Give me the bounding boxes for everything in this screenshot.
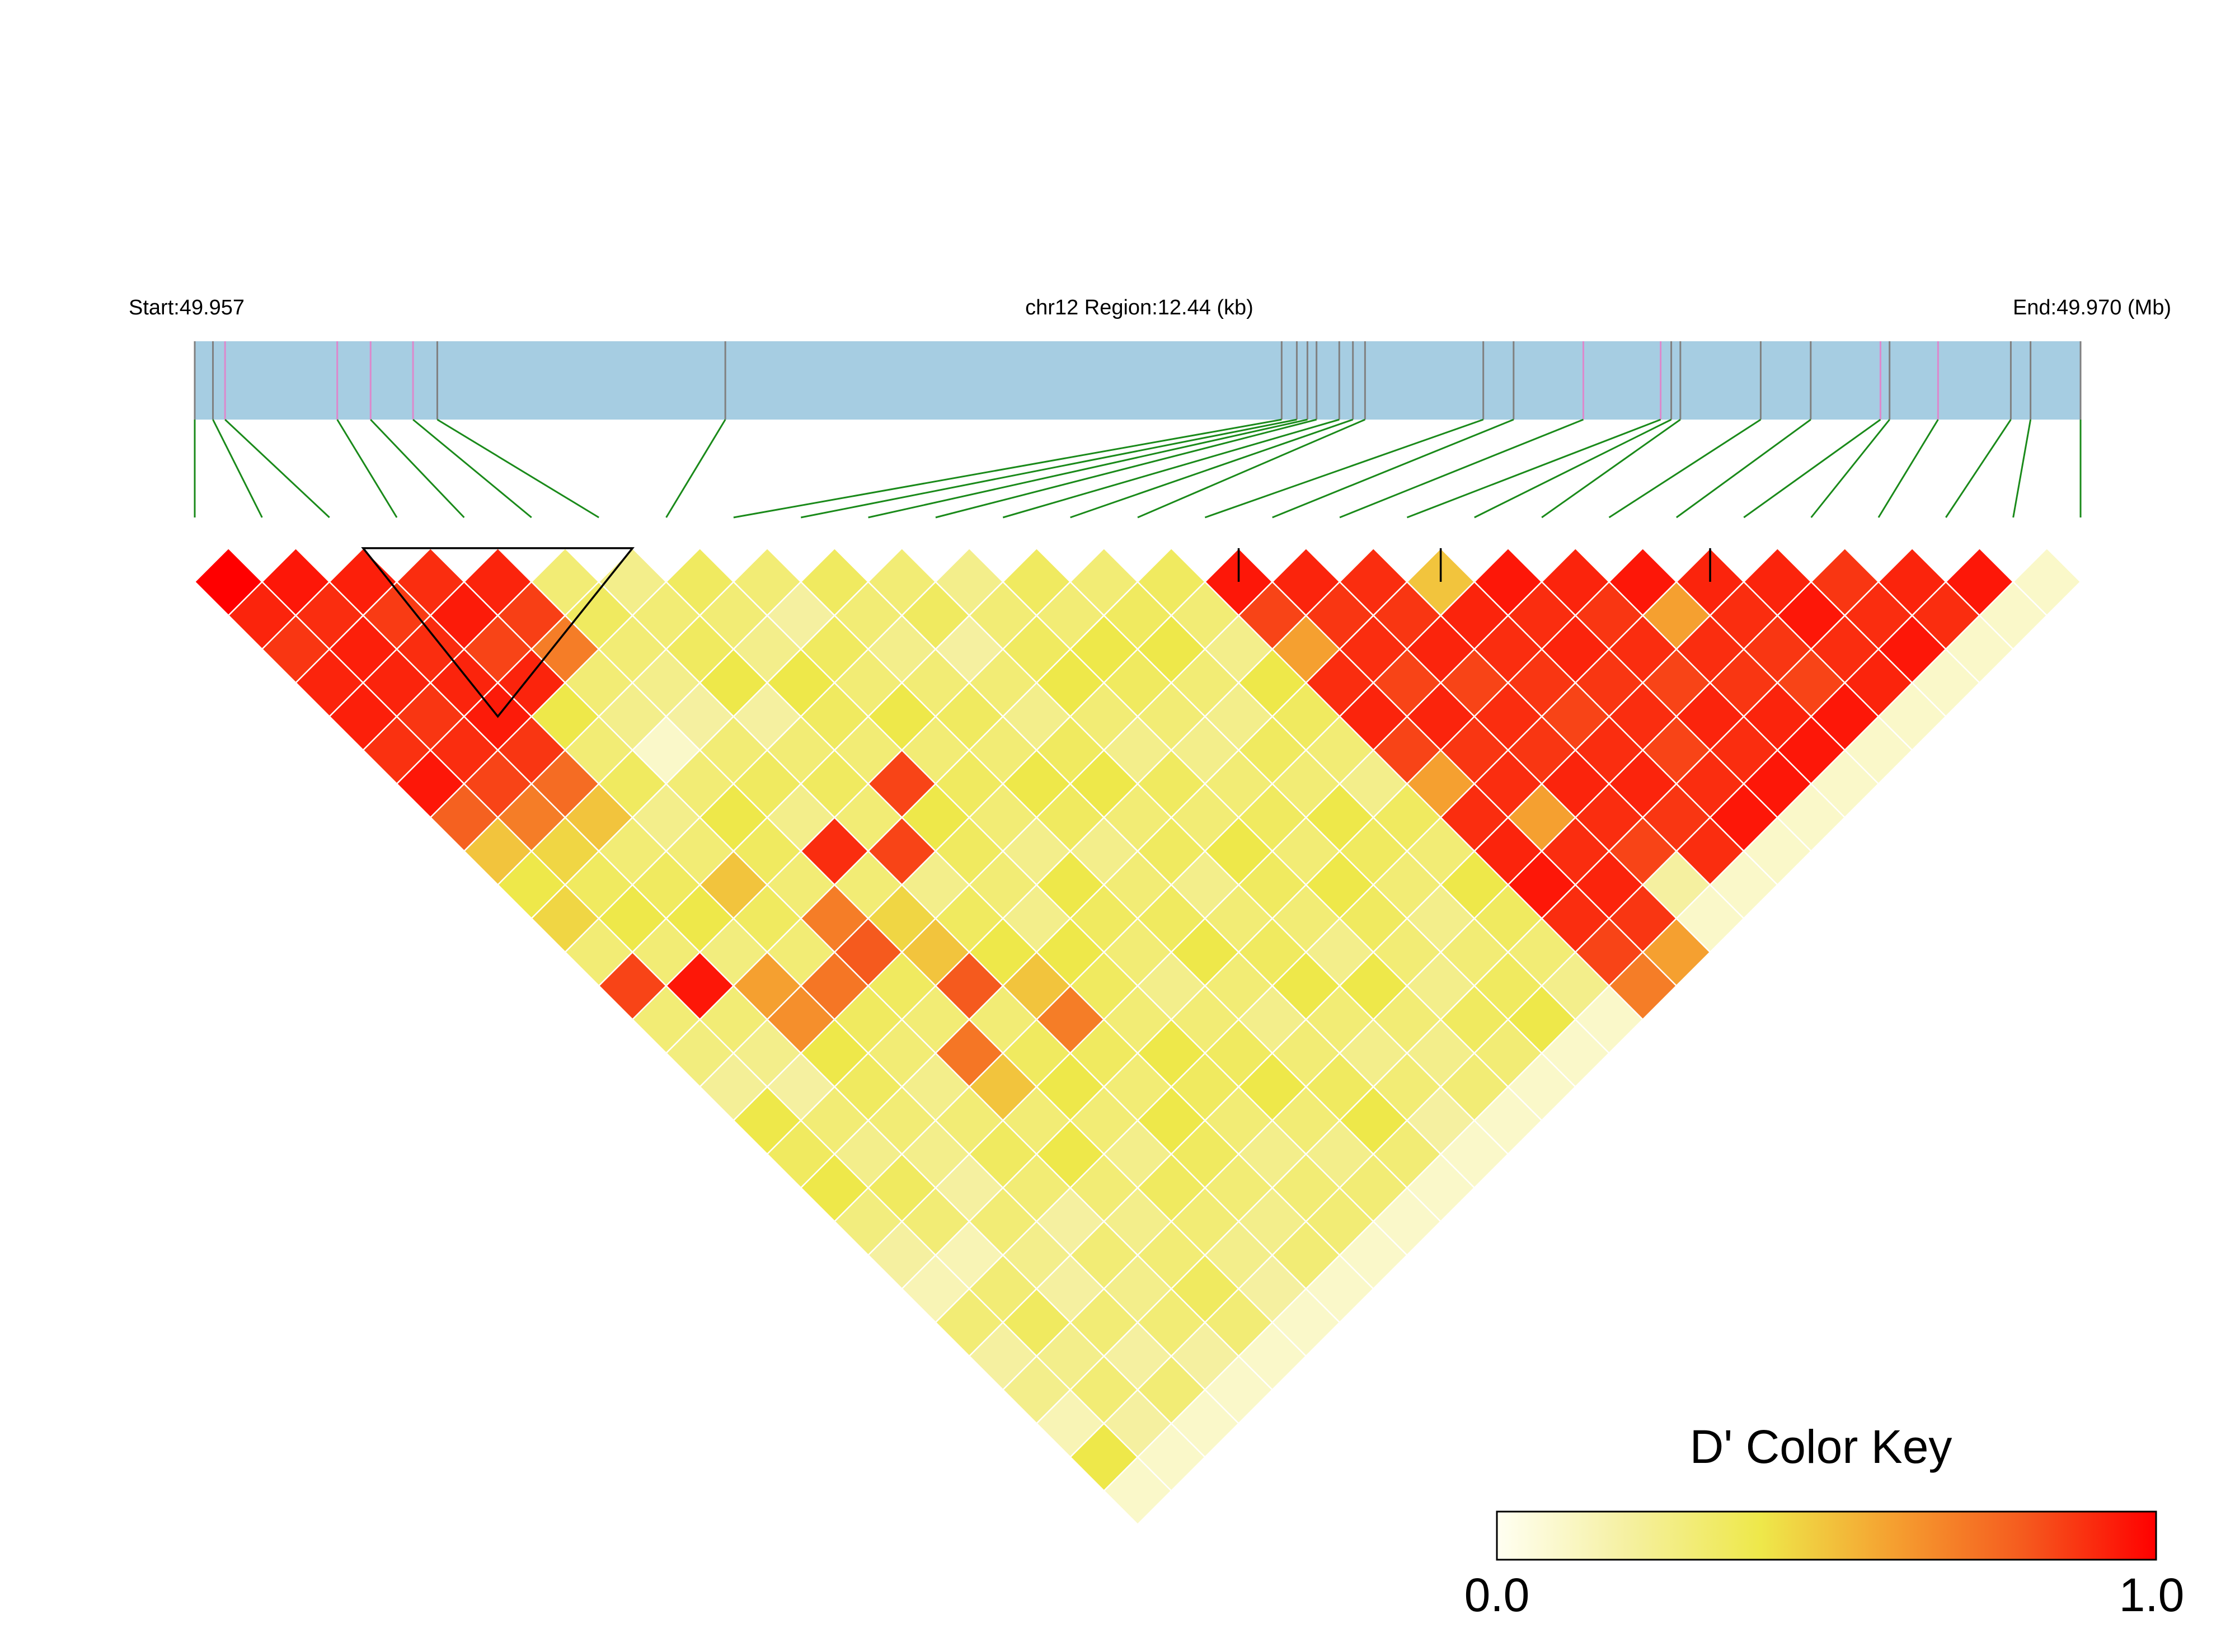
snp-connector — [370, 418, 465, 519]
color-key-title: D' Color Key — [1690, 1420, 1952, 1473]
snp-connector — [1339, 418, 1584, 519]
snp-connector — [1810, 419, 1890, 518]
track-snp-lines — [194, 341, 2082, 420]
snp-connector — [1406, 418, 1661, 519]
color-key: D' Color Key 0.0 1.0 — [1464, 1420, 2185, 1621]
snp-connector — [1945, 419, 2012, 518]
region-end-label: End:49.970 (Mb) — [2013, 296, 2171, 319]
ld-block-outline — [361, 547, 635, 718]
region-title-label: chr12 Region:12.44 (kb) — [1025, 296, 1253, 319]
snp-connector — [665, 419, 726, 518]
snp-connector — [1608, 418, 1762, 519]
snp-connector — [1002, 418, 1340, 519]
snp-connector — [1877, 419, 1939, 518]
snp-connector — [935, 418, 1317, 519]
color-key-max-label: 1.0 — [2119, 1569, 2185, 1621]
snp-connector — [212, 419, 263, 518]
snp-connector — [1675, 418, 1811, 519]
snp-connector — [800, 418, 1297, 519]
snp-connector — [2012, 419, 2032, 518]
color-key-gradient-bar — [1496, 1510, 2157, 1561]
snp-connector — [1541, 418, 1681, 519]
ld-cell — [2012, 547, 2082, 616]
snp-connector — [412, 418, 532, 519]
snp-connector — [868, 418, 1308, 519]
ld-heatmap — [194, 547, 2082, 1526]
snp-connector — [1070, 418, 1354, 519]
snp-connector — [436, 418, 599, 519]
region-start-label: Start:49.957 — [129, 296, 245, 319]
snp-connector — [1137, 418, 1365, 519]
snp-connector — [336, 419, 398, 518]
snp-connector — [224, 418, 330, 519]
snp-connector — [1743, 418, 1881, 519]
snp-connector — [1474, 418, 1672, 519]
color-key-min-label: 0.0 — [1464, 1569, 1530, 1621]
ld-block-outlines — [361, 547, 1711, 718]
snp-connector — [1204, 418, 1484, 519]
snp-connector-lines — [194, 418, 2082, 519]
snp-connector — [733, 418, 1282, 519]
snp-connector — [1272, 418, 1514, 519]
chromosome-track — [194, 341, 2082, 420]
chromosome-track-bar — [195, 341, 2081, 420]
